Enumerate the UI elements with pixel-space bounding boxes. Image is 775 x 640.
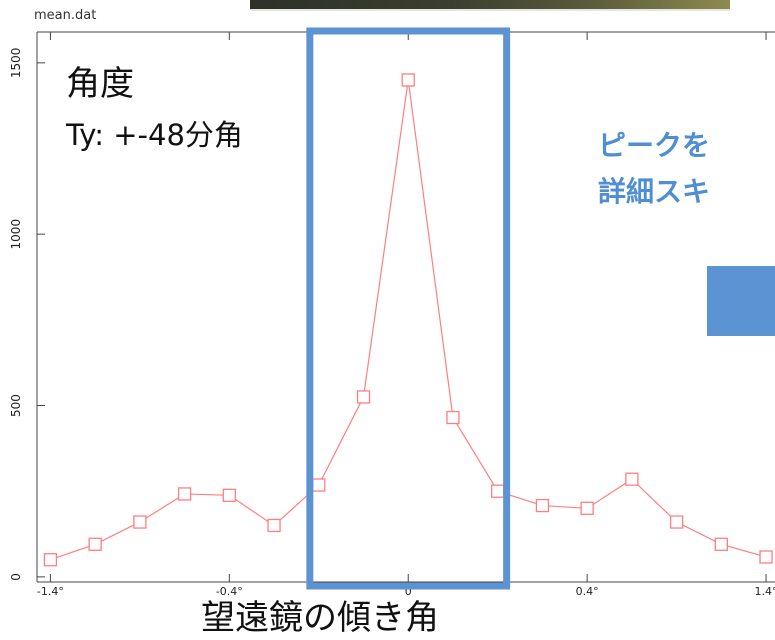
data-point xyxy=(177,487,192,501)
peak-note-line-1: ピークを xyxy=(598,129,711,162)
x-tick-label: -1.4° xyxy=(37,585,64,598)
data-point xyxy=(491,484,505,498)
peak-note-line-2: 詳細スキ xyxy=(598,175,711,208)
data-point xyxy=(222,488,236,502)
blue-arrow-block xyxy=(707,266,775,336)
x-tick-label: 0.4° xyxy=(576,585,599,598)
data-point xyxy=(714,537,728,551)
data-point xyxy=(43,553,58,567)
x-tick-label: 1.4° xyxy=(755,585,775,598)
x-tick-label: 0 xyxy=(405,585,412,598)
data-point xyxy=(356,390,371,404)
data-point xyxy=(312,478,326,492)
data-point xyxy=(401,73,415,87)
data-point xyxy=(88,537,102,551)
top-image-strip xyxy=(250,0,730,11)
data-point xyxy=(267,518,281,533)
data-point xyxy=(580,501,594,515)
data-point xyxy=(535,498,550,513)
data-point xyxy=(759,550,773,564)
file-label: mean.dat xyxy=(34,8,97,23)
y-tick-label: 1000 xyxy=(9,219,23,250)
angle-title: 角度 xyxy=(66,64,134,104)
x-axis-caption: 望遠鏡の傾き角 xyxy=(201,598,439,638)
data-point xyxy=(625,472,639,486)
peak-scan-note: ピークを 詳細スキ xyxy=(598,123,775,215)
x-tick-label: -0.4° xyxy=(216,585,243,598)
data-point xyxy=(446,410,460,425)
y-tick-label: 500 xyxy=(9,394,23,417)
y-tick-label: 1500 xyxy=(9,48,23,79)
data-point xyxy=(669,515,684,529)
peak-highlight-box xyxy=(306,27,511,590)
y-tick-label: 0 xyxy=(9,573,23,581)
angle-range-label: Ty: +-48分角 xyxy=(66,118,243,152)
data-point xyxy=(133,515,147,529)
